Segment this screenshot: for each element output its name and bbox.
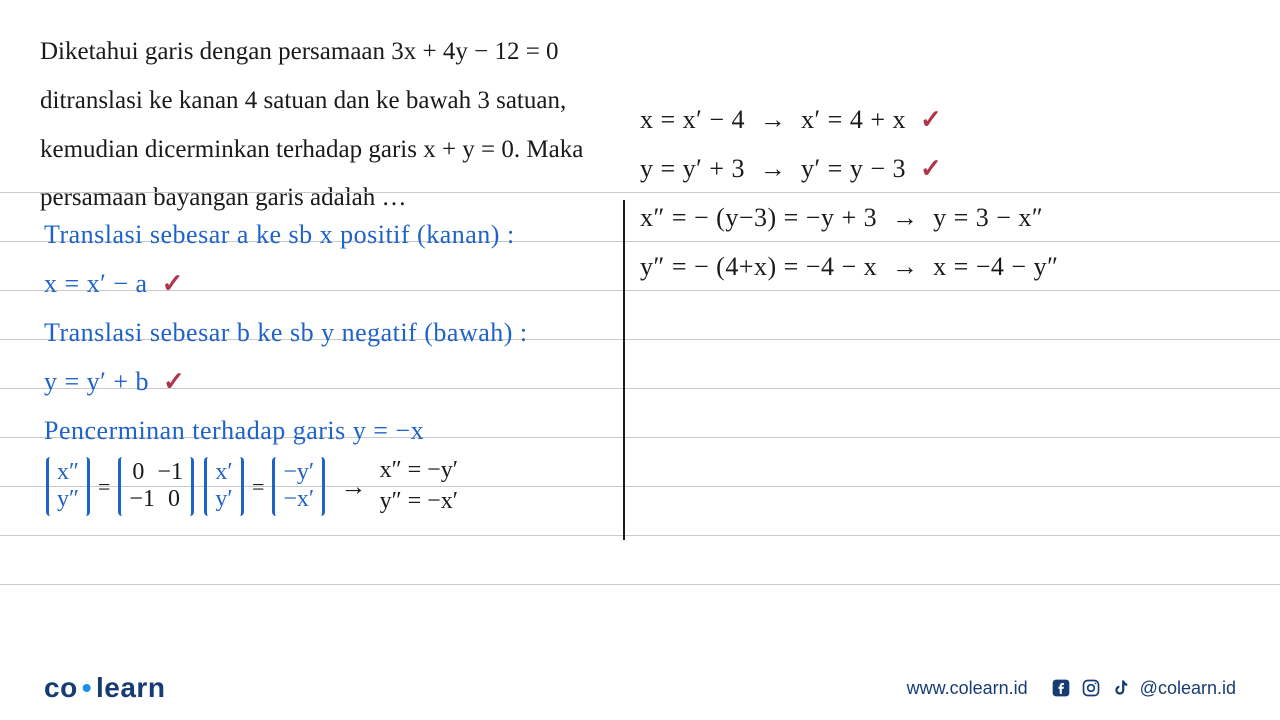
arrow-icon: → bbox=[333, 462, 373, 511]
check-icon: ✓ bbox=[162, 269, 184, 298]
reflection-eq-1: x″ = −y′ bbox=[380, 455, 458, 486]
footer-url: www.colearn.id bbox=[907, 678, 1028, 699]
translate-x-rule-label: Translasi sebesar a ke sb x positif (kan… bbox=[44, 210, 614, 259]
equals-sign: = bbox=[252, 462, 264, 511]
translate-x-rule-formula: x = x′ − a ✓ bbox=[44, 259, 614, 308]
formula-text: y = y′ + b bbox=[44, 367, 149, 396]
reflection-eq-2: y″ = −x′ bbox=[380, 486, 458, 517]
reflection-rule-label: Pencerminan terhadap garis y = −x bbox=[44, 406, 614, 455]
translate-y-rule-formula: y = y′ + b ✓ bbox=[44, 357, 614, 406]
formula-text: x = x′ − a bbox=[44, 269, 148, 298]
brand-left: co bbox=[44, 672, 78, 703]
handwritten-right-column: x = x′ − 4 → x′ = 4 + x ✓ y = y′ + 3 → y… bbox=[640, 95, 1260, 291]
subst-x-line: x = x′ − 4 → x′ = 4 + x ✓ bbox=[640, 95, 1260, 144]
handwritten-left-column: Translasi sebesar a ke sb x positif (kan… bbox=[44, 210, 614, 517]
brand-logo: co•learn bbox=[44, 672, 165, 704]
vertical-divider bbox=[623, 200, 625, 540]
check-icon: ✓ bbox=[920, 105, 942, 134]
brand-right: learn bbox=[96, 672, 165, 703]
matrix-transform: 0−1 −10 bbox=[118, 457, 194, 516]
footer-handle: @colearn.id bbox=[1140, 678, 1236, 699]
matrix-equation: x″ y″ = 0−1 −10 x′ y′ = −y′ −x′ → x″ = −… bbox=[44, 455, 614, 517]
check-icon: ✓ bbox=[920, 154, 942, 183]
instagram-icon bbox=[1080, 677, 1102, 699]
matrix-lhs-vector: x″ y″ bbox=[46, 457, 90, 516]
subst-y-line: y = y′ + 3 → y′ = y − 3 ✓ bbox=[640, 144, 1260, 193]
ypp-derivation: y″ = − (4+x) = −4 − x → x = −4 − y″ bbox=[640, 242, 1260, 291]
matrix-input-vector: x′ y′ bbox=[204, 457, 244, 516]
translate-y-rule-label: Translasi sebesar b ke sb y negatif (baw… bbox=[44, 308, 614, 357]
social-icons: @colearn.id bbox=[1050, 677, 1236, 699]
problem-line-1: Diketahui garis dengan persamaan 3x + 4y… bbox=[40, 28, 1240, 77]
equals-sign: = bbox=[98, 462, 110, 511]
matrix-result-vector: −y′ −x′ bbox=[272, 457, 325, 516]
footer-bar: co•learn www.colearn.id @colearn.id bbox=[0, 656, 1280, 720]
xpp-derivation: x″ = − (y−3) = −y + 3 → y = 3 − x″ bbox=[640, 193, 1260, 242]
tiktok-icon bbox=[1110, 677, 1132, 699]
facebook-icon bbox=[1050, 677, 1072, 699]
check-icon: ✓ bbox=[163, 367, 185, 396]
brand-dot-icon: • bbox=[78, 672, 96, 703]
